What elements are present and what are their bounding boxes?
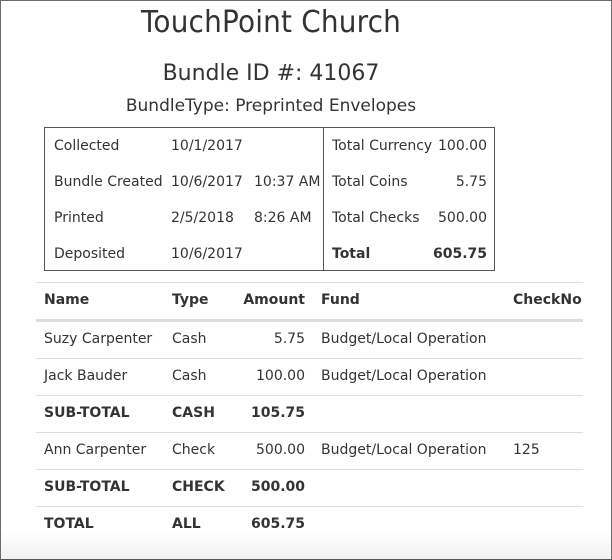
- bundle-id: Bundle ID #: 41067: [162, 61, 380, 86]
- cell-name: SUB-TOTAL: [44, 405, 130, 421]
- cell-type: Check: [172, 442, 216, 458]
- date-value: 10/6/2017: [171, 174, 243, 190]
- bundle-dates: Collected 10/1/2017 Bundle Created 10/6/…: [45, 128, 324, 270]
- date-value: 10/6/2017: [171, 246, 243, 262]
- cell-amount: 100.00: [256, 368, 305, 384]
- date-row-deposited: Deposited 10/6/2017: [45, 236, 323, 272]
- date-label: Deposited: [54, 246, 126, 262]
- total-label: Total Coins: [332, 174, 408, 190]
- cell-fund: Budget/Local Operation: [321, 368, 487, 384]
- total-label: Total: [332, 246, 371, 262]
- cell-name: Suzy Carpenter: [44, 331, 153, 347]
- date-value: 10/1/2017: [171, 138, 243, 154]
- cell-name: Jack Bauder: [44, 368, 128, 384]
- cell-type: CHECK: [172, 479, 225, 495]
- grand-total-row: TOTAL ALL 605.75: [36, 506, 583, 543]
- cell-amount: 605.75: [250, 516, 305, 532]
- cell-amount: 105.75: [250, 405, 305, 421]
- date-label: Collected: [54, 138, 120, 154]
- cell-amount: 5.75: [273, 331, 305, 347]
- cell-type: CASH: [172, 405, 215, 421]
- date-label: Printed: [54, 210, 104, 226]
- date-value: 2/5/2018: [171, 210, 234, 226]
- cell-amount: 500.00: [256, 442, 305, 458]
- contributions-table: Name Type Amount Fund CheckNo Suzy Carpe…: [36, 282, 583, 543]
- cell-checkno: 125: [513, 442, 540, 458]
- cell-fund: Budget/Local Operation: [321, 442, 487, 458]
- date-row-printed: Printed 2/5/2018 8:26 AM: [45, 200, 323, 236]
- total-row-coins: Total Coins 5.75: [324, 164, 494, 200]
- column-header-type: Type: [172, 292, 209, 308]
- cell-name: Ann Carpenter: [44, 442, 147, 458]
- table-header-row: Name Type Amount Fund CheckNo: [36, 282, 583, 321]
- total-row-checks: Total Checks 500.00: [324, 200, 494, 236]
- cell-name: SUB-TOTAL: [44, 479, 130, 495]
- date-row-bundle-created: Bundle Created 10/6/2017 10:37 AM: [45, 164, 323, 200]
- church-name: TouchPoint Church: [140, 5, 402, 40]
- column-header-fund: Fund: [321, 292, 360, 308]
- table-row: Suzy Carpenter Cash 5.75 Budget/Local Op…: [36, 321, 583, 358]
- table-row: Ann Carpenter Check 500.00 Budget/Local …: [36, 432, 583, 469]
- date-label: Bundle Created: [54, 174, 163, 190]
- column-header-amount: Amount: [243, 292, 305, 308]
- cell-name: TOTAL: [44, 516, 94, 532]
- total-row-currency: Total Currency 100.00: [324, 128, 494, 164]
- total-label: Total Currency: [332, 138, 433, 154]
- total-row-grand: Total 605.75: [324, 236, 494, 272]
- column-header-name: Name: [44, 292, 90, 308]
- column-header-checkno: CheckNo: [513, 292, 582, 308]
- bundle-type: BundleType: Preprinted Envelopes: [125, 96, 417, 116]
- total-value: 500.00: [438, 210, 487, 226]
- date-row-collected: Collected 10/1/2017: [45, 128, 323, 164]
- total-value: 605.75: [432, 246, 487, 262]
- total-value: 100.00: [438, 138, 487, 154]
- cell-type: Cash: [172, 368, 207, 384]
- cell-type: Cash: [172, 331, 207, 347]
- total-label: Total Checks: [332, 210, 420, 226]
- total-value: 5.75: [455, 174, 487, 190]
- bundle-totals: Total Currency 100.00 Total Coins 5.75 T…: [324, 128, 494, 270]
- cell-fund: Budget/Local Operation: [321, 331, 487, 347]
- cell-amount: 500.00: [250, 479, 305, 495]
- subtotal-row-cash: SUB-TOTAL CASH 105.75: [36, 395, 583, 432]
- cell-type: ALL: [172, 516, 201, 532]
- time-value: 8:26 AM: [254, 210, 312, 226]
- table-row: Jack Bauder Cash 100.00 Budget/Local Ope…: [36, 358, 583, 395]
- time-value: 10:37 AM: [254, 174, 321, 190]
- bundle-summary-box: Collected 10/1/2017 Bundle Created 10/6/…: [44, 127, 495, 271]
- subtotal-row-check: SUB-TOTAL CHECK 500.00: [36, 469, 583, 506]
